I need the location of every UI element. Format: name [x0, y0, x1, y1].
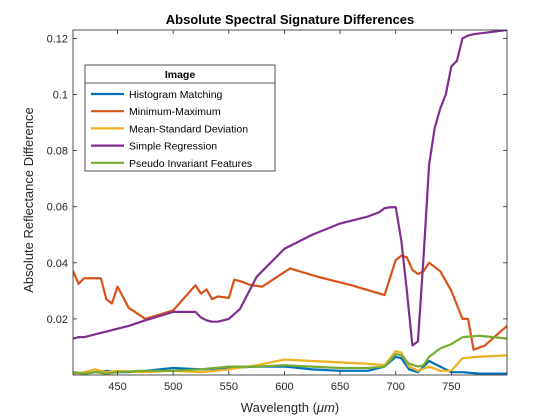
chart-title: Absolute Spectral Signature Differences: [166, 12, 415, 27]
series-layer: [73, 30, 507, 375]
x-axis-label-text: Wavelength (: [241, 400, 318, 415]
x-tick-label: 650: [331, 381, 349, 393]
y-tick-label: 0.12: [47, 33, 68, 45]
x-tick-label: 450: [108, 381, 126, 393]
x-tick-label: 600: [275, 381, 293, 393]
y-tick-label: 0.1: [53, 90, 68, 102]
x-axis-label-close: ): [335, 400, 339, 415]
axes-frame: [72, 29, 508, 376]
y-tick-label: 0.02: [47, 314, 68, 326]
series-line-4: [73, 30, 507, 347]
y-axis-label: Absolute Reflectance Difference: [21, 107, 36, 292]
y-tick-label: 0.06: [47, 202, 68, 214]
legend-entry-3: Mean-Standard Deviation: [129, 123, 248, 135]
legend: Image Histogram Matching Minimum-Maximum M…: [84, 64, 276, 172]
x-axis-ticks: 450 500 550 600 650 700 750: [108, 30, 461, 393]
y-tick-label: 0.04: [47, 258, 68, 270]
series-line-2: [73, 254, 507, 351]
legend-items: Histogram Matching Minimum-Maximum Mean-St…: [91, 89, 252, 170]
x-axis-label-unit: μm: [316, 400, 335, 415]
legend-entry-5: Pseudo Invariant Features: [129, 158, 252, 170]
x-tick-label: 750: [442, 381, 460, 393]
series-line-3: [73, 350, 507, 375]
legend-title: Image: [165, 69, 196, 81]
y-axis-ticks: 0.02 0.04 0.06 0.08 0.1 0.12: [47, 33, 507, 326]
x-tick-label: 500: [164, 381, 182, 393]
x-axis-label: Wavelength (μm): [241, 400, 339, 415]
legend-entry-2: Minimum-Maximum: [129, 106, 221, 118]
legend-entry-4: Simple Regression: [129, 141, 217, 153]
y-tick-label: 0.08: [47, 146, 68, 158]
legend-entry-1: Histogram Matching: [129, 89, 223, 101]
series-line-5: [73, 334, 507, 375]
x-tick-label: 550: [220, 381, 238, 393]
x-tick-label: 700: [387, 381, 405, 393]
